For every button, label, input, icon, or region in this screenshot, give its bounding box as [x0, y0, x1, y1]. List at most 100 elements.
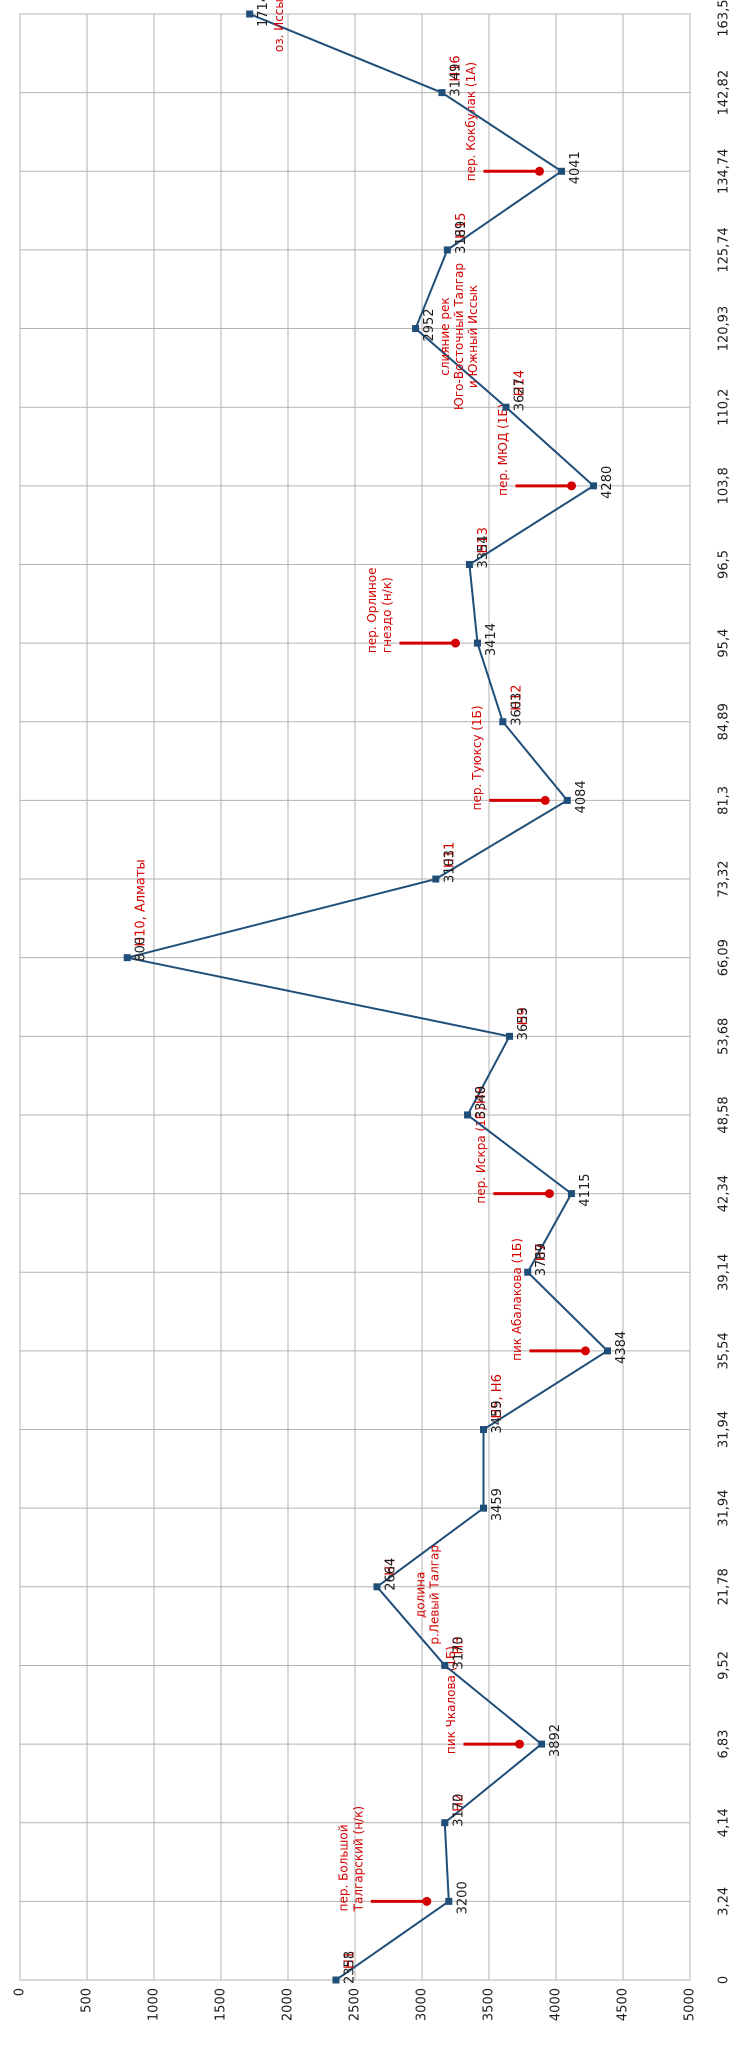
x-tick-label: 95,4 [717, 629, 732, 658]
point-value-label: 4084 [574, 780, 589, 813]
point-name-label: Н7 [534, 1243, 549, 1261]
pass-flag-dot [567, 481, 577, 491]
pass-name-label: пер. МЮД (1Б) [496, 404, 510, 496]
data-point [557, 167, 565, 175]
x-tick-label: 31,94 [717, 1411, 732, 1448]
data-point [441, 1819, 449, 1827]
y-tick-label: 1000 [147, 1988, 162, 2021]
pass-flag-dot [450, 638, 460, 648]
point-value-label: 2358 [342, 1951, 357, 1984]
point-value-label: 3189 [454, 221, 469, 254]
x-tick-label: 73,32 [717, 860, 732, 897]
x-tick-label: 110,2 [717, 389, 732, 426]
point-value-label: 2664 [383, 1558, 398, 1591]
point-value-label: 3459 [490, 1488, 505, 1521]
point-name-label: Н9 [516, 1007, 531, 1025]
point-value-label: 3170 [451, 1794, 466, 1827]
point-value-label: 3200 [455, 1881, 470, 1914]
y-tick-label: 5000 [683, 1988, 698, 2021]
point-note-label: долина [413, 1572, 427, 1618]
x-tick-label: 21,78 [717, 1568, 732, 1605]
data-point [473, 639, 481, 647]
data-point [480, 1426, 488, 1434]
point-name-label: Н3 [451, 1636, 466, 1654]
point-note-label: и Южный Иссык [466, 285, 480, 388]
y-tick-label: 1500 [214, 1988, 229, 2021]
x-tick-label: 66,09 [717, 939, 732, 976]
point-value-label: 3459 [490, 1400, 505, 1433]
point-value-label: 1714 [256, 0, 271, 27]
pass-name-label: пер. Большой [336, 1824, 350, 1911]
data-point [441, 1661, 449, 1669]
point-value-label: 2952 [422, 308, 437, 341]
data-point [506, 1032, 514, 1040]
point-value-label: 4280 [600, 466, 615, 499]
x-tick-label: 84,89 [717, 703, 732, 740]
point-name-label: Н14 [513, 370, 528, 396]
x-tick-label: 163,52 [717, 0, 732, 37]
data-point [499, 718, 507, 726]
pass-name-label: Талгарский (н/к) [351, 1806, 365, 1912]
x-tick-label: 42,34 [717, 1175, 732, 1212]
data-point [538, 1740, 546, 1748]
x-tick-label: 0 [717, 1976, 732, 1984]
point-value-label: 3103 [442, 850, 457, 883]
pass-flag-dot [534, 166, 544, 176]
point-value-label: 3340 [474, 1086, 489, 1119]
y-tick-label: 500 [80, 1988, 95, 2013]
y-tick-label: 0 [13, 1988, 28, 1996]
pass-flag-dot [515, 1739, 525, 1749]
point-note-label: р.Левый Талгар [427, 1545, 441, 1645]
point-value-label: 3170 [451, 1636, 466, 1669]
x-tick-labels: 0 3,24 4,14 6,83 9,52 21,78 31,94 31,94 35,54 39,… [717, 0, 732, 1984]
x-tick-label: 81,3 [717, 786, 732, 815]
pass-flag-dot [422, 1896, 432, 1906]
pass-flag-dot [544, 1189, 554, 1199]
pass-name-label: гнездо (н/к) [380, 577, 394, 653]
point-value-label: 3892 [548, 1724, 563, 1757]
y-tick-label: 4000 [549, 1988, 564, 2021]
point-name-label: Н8 [474, 1086, 489, 1104]
data-point [373, 1583, 381, 1591]
data-point [563, 796, 571, 804]
point-value-label: 3414 [484, 623, 499, 656]
point-value-label: 3149 [448, 64, 463, 97]
pass-name-label: пер. Орлиное [365, 568, 379, 654]
point-name-label: Н10, Алматы [134, 859, 149, 946]
series-line [126, 13, 610, 1981]
point-name-label: Н12 [509, 684, 524, 710]
x-tick-label: 134,74 [717, 149, 732, 195]
point-note-label: оз. Иссык [272, 0, 286, 52]
x-tick-label: 96,5 [717, 550, 732, 579]
pass-name-label: пик Абалакова (1Б) [510, 1238, 524, 1361]
data-point [412, 325, 420, 333]
x-tick-label: 125,74 [717, 227, 732, 272]
x-tick-label: 35,54 [717, 1332, 732, 1369]
data-point [603, 1347, 611, 1355]
point-note-label: Юго-Восточный Талгар [452, 263, 466, 410]
point-value-label: 3354 [476, 535, 491, 568]
point-value-label: 4384 [614, 1331, 629, 1364]
point-value-label: 4115 [578, 1174, 593, 1207]
data-point [432, 875, 440, 883]
point-note-label: слияние рек [438, 297, 452, 375]
data-point [246, 10, 254, 18]
y-tick-labels: 0 500 1000 1500 2000 2500 3000 3500 4000 4500 5000 [13, 1988, 698, 2021]
point-value-label: 3627 [513, 378, 528, 411]
x-tick-label: 142,82 [717, 70, 732, 116]
point-name-label: Н2 [451, 1794, 466, 1812]
data-point [332, 1976, 340, 1984]
data-point [502, 403, 510, 411]
data-point [123, 954, 131, 962]
pass-name-label: пер. Искра (1Б) [474, 1106, 488, 1203]
x-tick-label: 48,58 [717, 1096, 732, 1133]
data-point [567, 1190, 575, 1198]
point-name-label: Н1 [342, 1951, 357, 1969]
x-tick-label: 103,8 [717, 467, 732, 504]
y-tick-label: 3500 [482, 1988, 497, 2021]
data-point [590, 482, 598, 490]
x-tick-label: 6,83 [717, 1730, 732, 1759]
point-name-label: Н13 [476, 527, 491, 553]
point-name-label: Н15 [454, 213, 469, 239]
